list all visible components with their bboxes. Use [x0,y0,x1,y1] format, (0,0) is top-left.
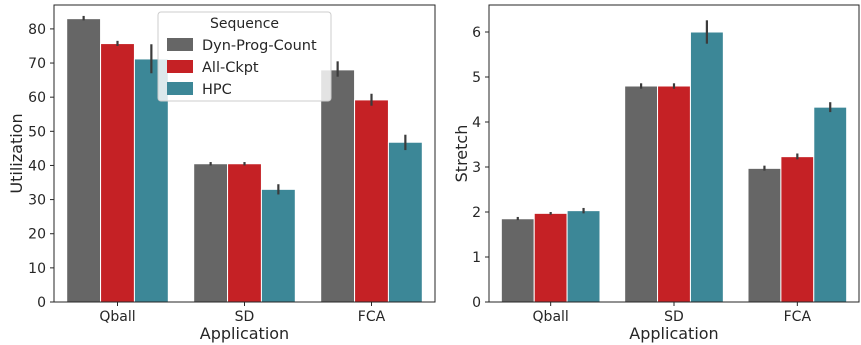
legend-label: Dyn-Prog-Count [202,38,317,54]
legend-swatch [167,60,193,73]
y-tick-label: 3 [472,160,481,176]
bar-all-ckpt-qball [533,212,568,303]
bar-dyn-prog-count-sd [624,85,659,303]
y-axis-label: Utilization [7,113,26,193]
legend-swatch [167,38,193,51]
y-tick-label: 50 [28,124,46,140]
y-tick-label: 1 [472,250,481,266]
bar-all-ckpt-fca [354,99,389,303]
chart-panel-2: 0 1 2 3 4 5 6 Qball SD FCA Application Stretch [452,4,860,343]
bar-dyn-prog-count-qball [66,18,102,303]
bar-hpc-fca [813,106,848,303]
bar-hpc-qball [566,210,601,303]
y-tick-label: 6 [472,25,481,41]
bar-all-ckpt-sd [657,85,691,303]
x-tick-label: FCA [358,309,386,325]
y-tick-label: 20 [28,227,46,243]
x-tick-label: SD [235,309,255,325]
bar-dyn-prog-count-fca [747,167,782,303]
x-tick-label: Qball [99,309,135,325]
legend-title: Sequence [210,16,279,32]
y-tick-label: 70 [28,56,46,72]
y-tick-label: 2 [472,205,481,221]
bar-hpc-sd [260,188,296,303]
y-tick-label: 10 [28,261,46,277]
bar-hpc-sd [689,31,724,303]
bar-all-ckpt-fca [780,156,815,303]
y-tick-label: 5 [472,70,481,86]
legend-swatch [167,82,193,95]
y-tick-label: 40 [28,158,46,174]
y-tick-label: 0 [472,295,481,311]
x-tick-label: FCA [784,309,812,325]
legend-label: All-Ckpt [202,60,259,76]
bar-all-ckpt-qball [100,43,135,303]
bar-dyn-prog-count-sd [193,163,229,303]
bar-hpc-fca [387,141,423,303]
bar-dyn-prog-count-fca [320,69,356,303]
y-tick-label: 60 [28,90,46,106]
y-tick-label: 30 [28,193,46,209]
x-tick-label: SD [664,309,684,325]
bar-dyn-prog-count-qball [500,218,535,303]
legend: Sequence Dyn-Prog-Count All-Ckpt HPC [157,11,332,102]
legend-box [157,11,332,102]
chart-panel-1: 0 10 20 30 40 50 60 70 80 Qball SD FCA Application Ut… [7,4,436,343]
y-tick-label: 80 [28,22,46,38]
x-axis-label: Application [629,324,718,343]
y-tick-label: 0 [37,295,46,311]
x-axis-label: Application [200,324,289,343]
y-tick-label: 4 [472,115,481,131]
y-axis-label: Stretch [452,125,471,183]
bar-all-ckpt-sd [227,163,262,303]
x-tick-label: Qball [533,309,569,325]
legend-label: HPC [202,82,232,98]
